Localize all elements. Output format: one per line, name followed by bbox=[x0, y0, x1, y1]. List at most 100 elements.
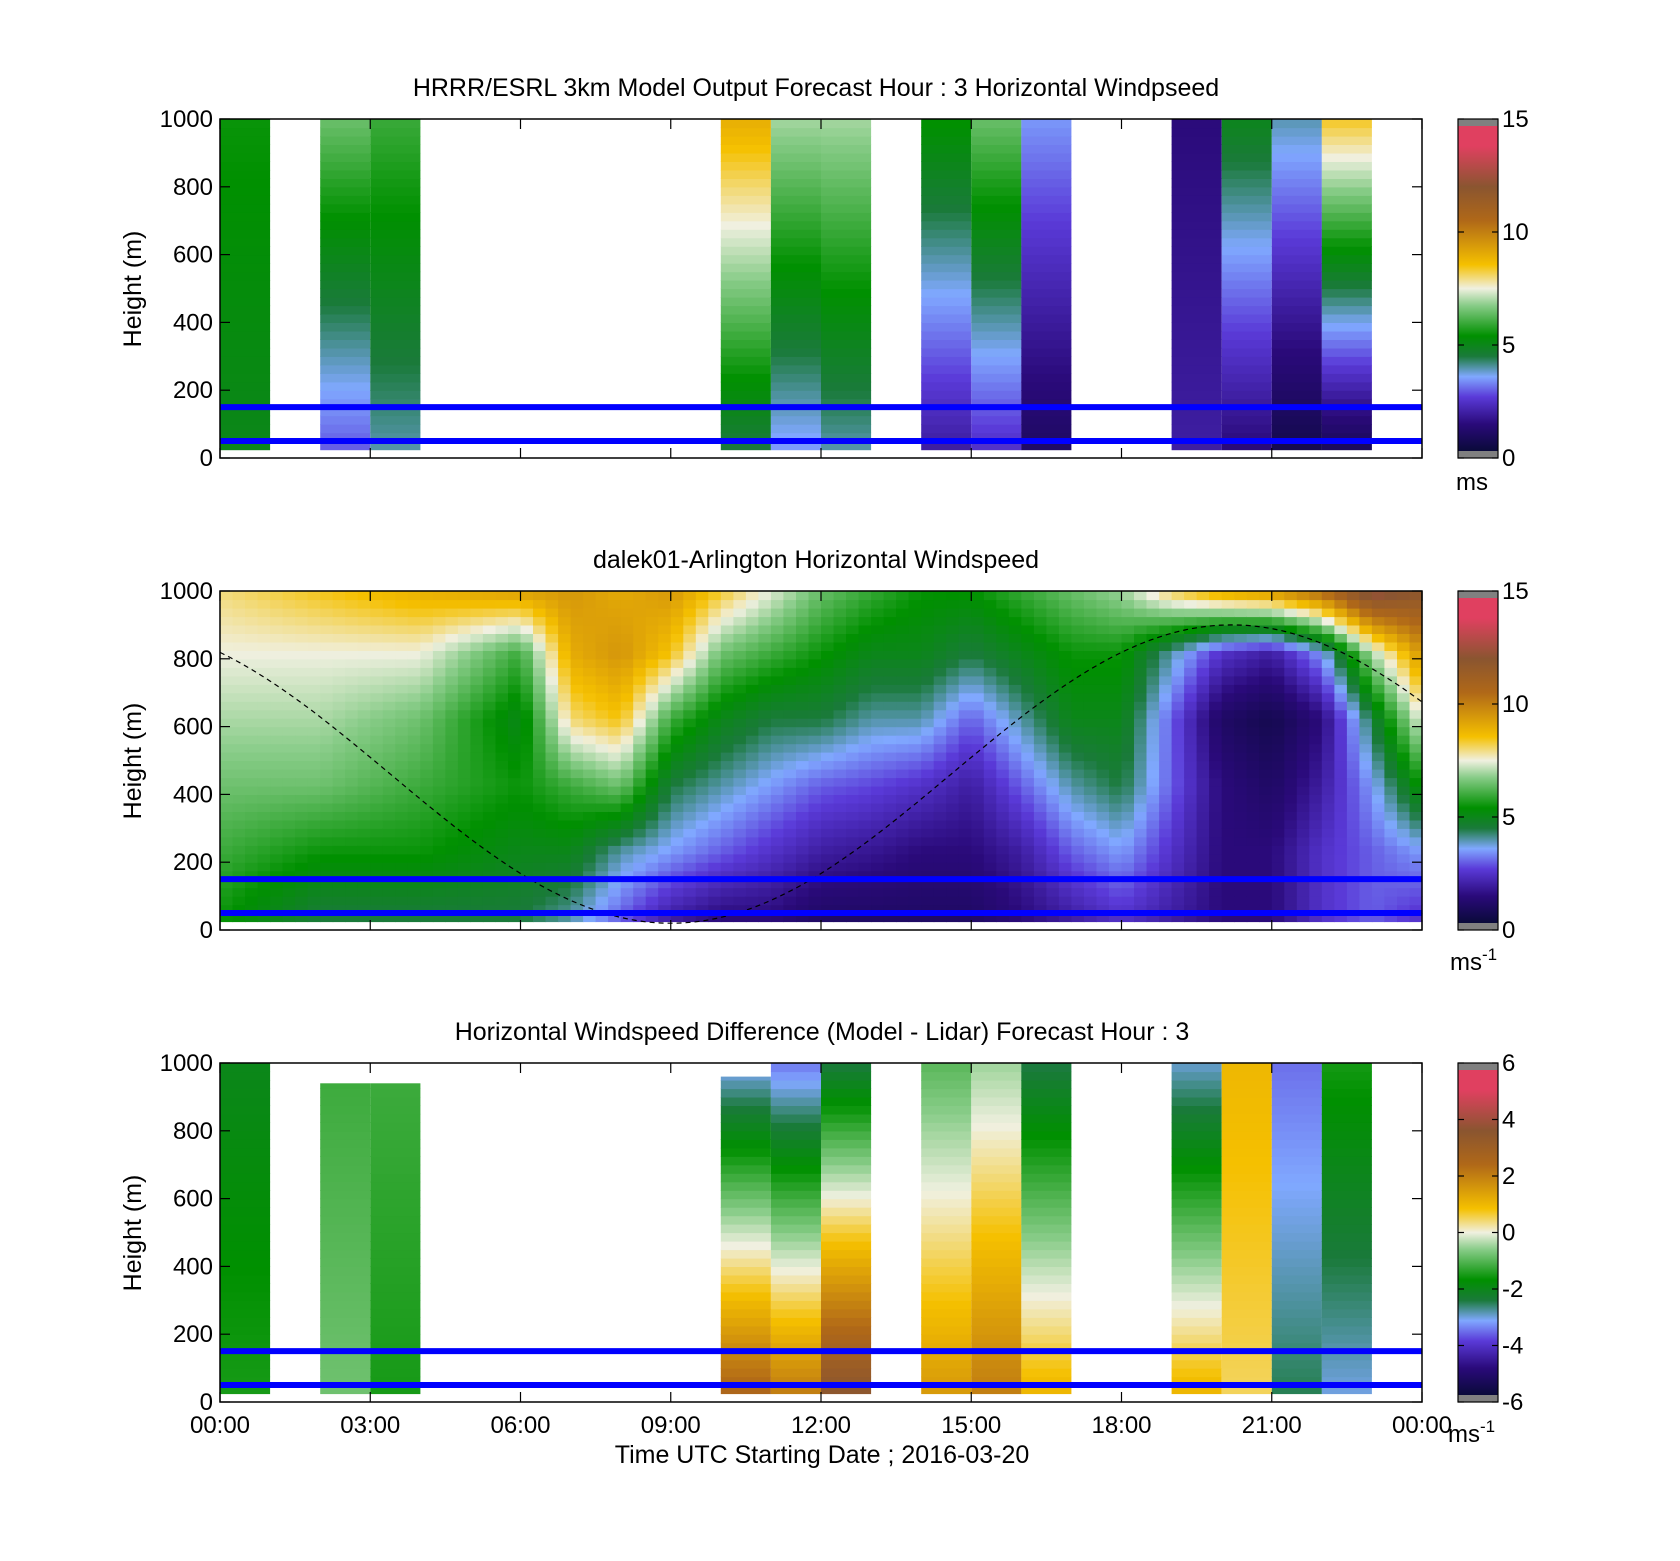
heatmap-cell bbox=[545, 819, 559, 829]
heatmap-cell bbox=[370, 777, 384, 787]
heatmap-cell bbox=[1046, 802, 1060, 812]
heatmap-cell bbox=[1221, 828, 1235, 838]
heatmap-cell bbox=[846, 853, 860, 863]
heatmap-cell bbox=[1159, 608, 1173, 618]
heatmap-cell bbox=[833, 760, 847, 770]
heatmap-cell bbox=[1171, 1130, 1222, 1140]
heatmap-cell bbox=[320, 896, 334, 906]
heatmap-cell bbox=[320, 667, 334, 677]
heatmap-cell bbox=[245, 785, 259, 795]
heatmap-cell bbox=[971, 364, 1022, 374]
heatmap-cell bbox=[445, 794, 459, 804]
heatmap-cell bbox=[1359, 599, 1373, 609]
heatmap-cell bbox=[357, 845, 371, 855]
heatmap-cell bbox=[1121, 735, 1135, 745]
heatmap-cell bbox=[971, 870, 985, 880]
heatmap-cell bbox=[220, 203, 271, 213]
heatmap-cell bbox=[1334, 913, 1348, 923]
heatmap-cell bbox=[720, 271, 771, 281]
heatmap-cell bbox=[808, 726, 822, 736]
heatmap-cell bbox=[1271, 297, 1322, 307]
heatmap-cell bbox=[1096, 794, 1110, 804]
heatmap-cell bbox=[457, 777, 471, 787]
heatmap-cell bbox=[1021, 1368, 1072, 1378]
heatmap-cell bbox=[1083, 777, 1097, 787]
heatmap-cell bbox=[1296, 718, 1310, 728]
heatmap-cell bbox=[1321, 1190, 1372, 1200]
heatmap-cell bbox=[996, 701, 1010, 711]
heatmap-cell bbox=[320, 1317, 371, 1327]
heatmap-cell bbox=[1321, 407, 1372, 417]
heatmap-cell bbox=[1321, 633, 1335, 643]
heatmap-cell bbox=[695, 608, 709, 618]
heatmap-cell bbox=[1021, 802, 1035, 812]
heatmap-cell bbox=[933, 870, 947, 880]
heatmap-cell bbox=[1033, 658, 1047, 668]
heatmap-cell bbox=[608, 836, 622, 846]
heatmap-cell bbox=[1384, 616, 1398, 626]
heatmap-cell bbox=[232, 624, 246, 634]
heatmap-cell bbox=[958, 870, 972, 880]
heatmap-cell bbox=[1021, 1291, 1072, 1301]
heatmap-cell bbox=[1397, 853, 1411, 863]
heatmap-cell bbox=[1346, 591, 1360, 601]
heatmap-cell bbox=[508, 616, 522, 626]
heatmap-cell bbox=[1271, 381, 1322, 391]
heatmap-cell bbox=[720, 203, 771, 213]
heatmap-cell bbox=[1221, 904, 1235, 914]
heatmap-cell bbox=[558, 769, 572, 779]
heatmap-cell bbox=[996, 853, 1010, 863]
heatmap-cell bbox=[770, 1385, 821, 1395]
heatmap-cell bbox=[908, 819, 922, 829]
heatmap-cell bbox=[1296, 819, 1310, 829]
heatmap-cell bbox=[1309, 624, 1323, 634]
heatmap-cell bbox=[558, 862, 572, 872]
heatmap-cell bbox=[1096, 769, 1110, 779]
heatmap-cell bbox=[320, 119, 371, 129]
heatmap-cell bbox=[1321, 777, 1335, 787]
heatmap-cell bbox=[745, 862, 759, 872]
heatmap-cell bbox=[395, 794, 409, 804]
heatmap-cell bbox=[808, 904, 822, 914]
heatmap-cell bbox=[858, 735, 872, 745]
heatmap-cell bbox=[232, 675, 246, 685]
heatmap-cell bbox=[770, 1122, 821, 1132]
heatmap-cell bbox=[1196, 624, 1210, 634]
heatmap-cell bbox=[720, 1198, 771, 1208]
heatmap-cell bbox=[295, 658, 309, 668]
heatmap-cell bbox=[821, 591, 835, 601]
heatmap-cell bbox=[996, 735, 1010, 745]
heatmap-cell bbox=[495, 879, 509, 889]
heatmap-cell bbox=[1121, 718, 1135, 728]
heatmap-cell bbox=[1259, 624, 1273, 634]
heatmap-cell bbox=[508, 752, 522, 762]
heatmap-cell bbox=[1334, 760, 1348, 770]
heatmap-cell bbox=[1409, 684, 1423, 694]
heatmap-cell bbox=[720, 254, 771, 264]
heatmap-cell bbox=[1033, 624, 1047, 634]
heatmap-cell bbox=[946, 752, 960, 762]
heatmap-cell bbox=[633, 819, 647, 829]
heatmap-cell bbox=[320, 1308, 371, 1318]
heatmap-cell bbox=[270, 709, 284, 719]
panel-lidar-title: dalek01-Arlington Horizontal Windspeed bbox=[593, 546, 1039, 574]
heatmap-cell bbox=[1397, 650, 1411, 660]
heatmap-cell bbox=[1246, 828, 1260, 838]
heatmap-cell bbox=[846, 811, 860, 821]
heatmap-cell bbox=[432, 887, 446, 897]
heatmap-cell bbox=[1384, 862, 1398, 872]
heatmap-cell bbox=[821, 1274, 872, 1284]
heatmap-cell bbox=[971, 735, 985, 745]
heatmap-cell bbox=[1008, 845, 1022, 855]
heatmap-cell bbox=[307, 777, 321, 787]
heatmap-cell bbox=[1096, 879, 1110, 889]
heatmap-cell bbox=[1259, 641, 1273, 651]
heatmap-cell bbox=[971, 1113, 1022, 1123]
heatmap-cell bbox=[357, 802, 371, 812]
heatmap-cell bbox=[495, 701, 509, 711]
heatmap-cell bbox=[821, 1096, 872, 1106]
heatmap-cell bbox=[270, 913, 284, 923]
heatmap-cell bbox=[1321, 1291, 1372, 1301]
heatmap-cell bbox=[858, 862, 872, 872]
heatmap-cell bbox=[270, 785, 284, 795]
